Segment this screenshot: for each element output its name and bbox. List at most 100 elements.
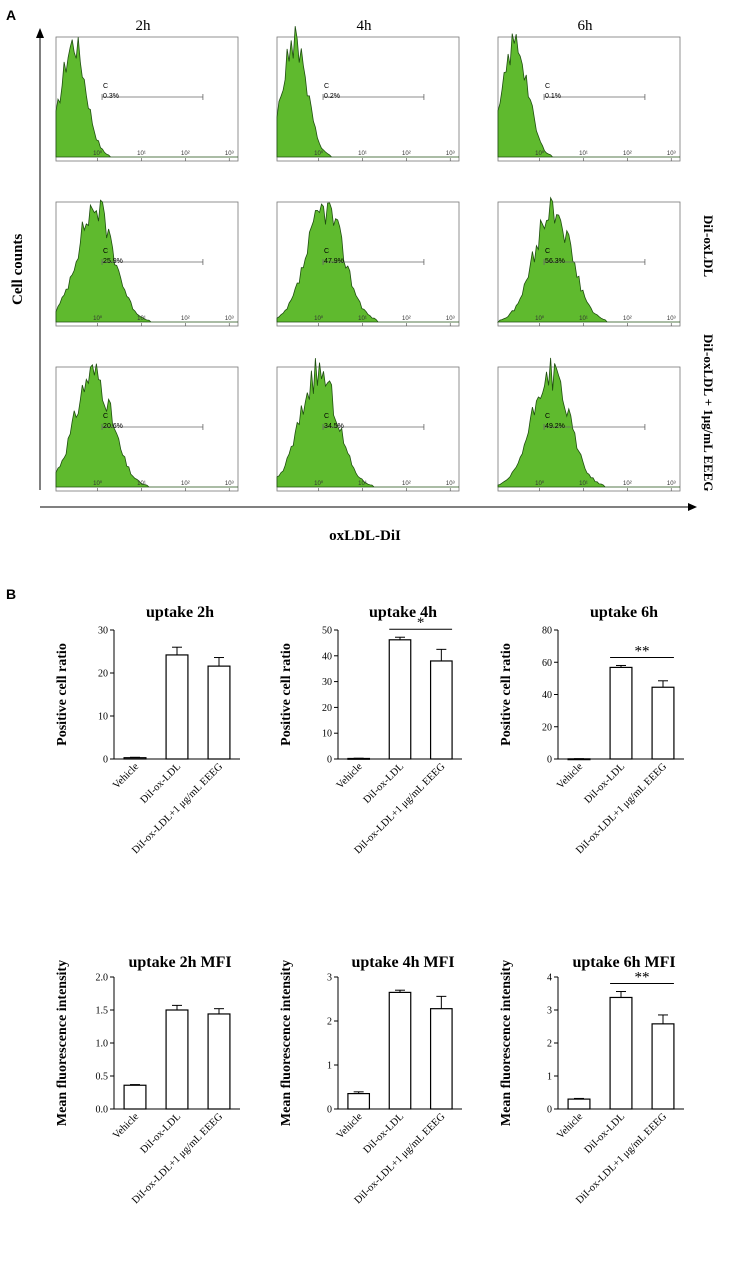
panel-b-label: B xyxy=(6,586,16,602)
y-axis-label: Positive cell ratio xyxy=(499,643,514,746)
category-label: DiI-ox-LDL+1 μg/mL EEEG xyxy=(130,761,225,856)
y-tick-label: 20 xyxy=(98,669,108,680)
y-axis-label: Positive cell ratio xyxy=(55,643,70,746)
gate-percent: 25.9% xyxy=(103,258,123,265)
chart-title: uptake 2h xyxy=(146,604,214,621)
log-tick-label: 10³ xyxy=(225,151,234,157)
histogram-r2-c2: 10⁰ 10¹ 10² 10³ C 47.9% xyxy=(276,201,460,327)
log-tick-label: 10³ xyxy=(667,151,676,157)
y-tick-label: 60 xyxy=(542,658,552,669)
chart-title: uptake 6h MFI xyxy=(572,954,675,971)
log-tick-label: 10⁰ xyxy=(93,315,103,322)
y-axis-label: Mean fluorescence intensity xyxy=(279,960,294,1126)
bar xyxy=(651,686,675,760)
log-tick-label: 10² xyxy=(623,151,632,157)
bar xyxy=(123,1084,147,1110)
gate-percent: 20.6% xyxy=(103,423,123,430)
category-label: DiI-ox-LDL xyxy=(362,761,406,805)
y-axis-label: Mean fluorescence intensity xyxy=(55,960,70,1126)
y-tick-label: 20 xyxy=(542,722,552,733)
histogram-r1-c3: 10⁰ 10¹ 10² 10³ C 0.1% xyxy=(497,33,681,162)
time-labels: 2h 4h 6h xyxy=(136,18,594,34)
log-tick-label: 10¹ xyxy=(358,481,367,487)
log-tick-label: 10² xyxy=(181,481,190,487)
histogram-fill xyxy=(55,363,238,488)
log-tick-label: 10¹ xyxy=(579,481,588,487)
category-label: DiI-ox-LDL+1 μg/mL EEEG xyxy=(574,761,669,856)
log-tick-label: 10⁰ xyxy=(314,315,324,322)
bar-chart-6: uptake 6h MFI Mean fluorescence intensity… xyxy=(499,954,684,1206)
histogram-fill xyxy=(55,37,238,158)
gate-percent: 0.3% xyxy=(103,93,119,100)
bar xyxy=(347,1092,371,1110)
category-label: DiI-ox-LDL xyxy=(139,1111,183,1155)
bar-chart-1: uptake 2h Positive cell ratio 0 10 20 30 Vehic… xyxy=(55,604,240,856)
y-tick-label: 0 xyxy=(547,755,552,766)
row-label-dil-oxldl: DiI-oxLDL xyxy=(701,215,716,277)
log-tick-label: 10² xyxy=(623,316,632,322)
y-tick-label: 0 xyxy=(327,1105,332,1116)
y-tick-label: 4 xyxy=(547,973,552,984)
y-axis-label: Positive cell ratio xyxy=(279,643,294,746)
y-tick-label: 1.5 xyxy=(96,1006,109,1017)
log-tick-label: 10⁰ xyxy=(535,480,545,487)
bar xyxy=(207,665,231,760)
log-tick-label: 10⁰ xyxy=(535,315,545,322)
log-tick-label: 10³ xyxy=(225,481,234,487)
category-label: DiI-ox-LDL+1 μg/mL EEEG xyxy=(130,1111,225,1206)
log-tick-label: 10² xyxy=(402,316,411,322)
histogram-fill xyxy=(276,26,459,158)
log-tick-label: 10¹ xyxy=(137,481,146,487)
log-tick-label: 10¹ xyxy=(358,316,367,322)
category-label: DiI-ox-LDL xyxy=(583,761,627,805)
bar xyxy=(429,1008,453,1110)
log-tick-label: 10² xyxy=(181,316,190,322)
flow-y-arrow xyxy=(36,28,44,38)
y-tick-label: 0.5 xyxy=(96,1072,109,1083)
log-tick-label: 10² xyxy=(402,151,411,157)
gate-percent: 34.5% xyxy=(324,423,344,430)
histogram-fill xyxy=(497,33,680,158)
category-label: Vehicle xyxy=(555,761,585,791)
bar xyxy=(609,996,633,1110)
chart-title: uptake 6h xyxy=(590,604,658,621)
histogram-fill xyxy=(496,196,680,323)
category-label: DiI-ox-LDL+1 μg/mL EEEG xyxy=(353,1111,448,1206)
gate-percent: 56.3% xyxy=(545,258,565,265)
bar xyxy=(429,660,453,760)
histogram-r3-c2: 10⁰ 10¹ 10² 10³ C 34.5% xyxy=(276,358,460,492)
chart-title: uptake 2h MFI xyxy=(128,954,231,971)
log-tick-label: 10¹ xyxy=(137,316,146,322)
y-tick-label: 1 xyxy=(547,1072,552,1083)
y-tick-label: 0 xyxy=(327,755,332,766)
significance-mark: ** xyxy=(635,643,650,659)
log-tick-label: 10¹ xyxy=(358,151,367,157)
time-label-4h: 4h xyxy=(357,18,373,34)
log-tick-label: 10⁰ xyxy=(314,150,324,157)
y-tick-label: 10 xyxy=(98,712,108,723)
significance-mark: ** xyxy=(635,970,650,986)
gate-letter: C xyxy=(545,413,550,420)
gate-letter: C xyxy=(103,248,108,255)
y-tick-label: 2 xyxy=(327,1017,332,1028)
gate-percent: 47.9% xyxy=(324,258,344,265)
bar xyxy=(567,1098,591,1110)
histogram-r3-c1: 10⁰ 10¹ 10² 10³ C 20.6% xyxy=(55,363,239,492)
bar xyxy=(651,1023,675,1110)
chart-title: uptake 4h MFI xyxy=(351,954,454,971)
category-label: Vehicle xyxy=(555,1111,585,1141)
log-tick-label: 10³ xyxy=(225,316,234,322)
histogram-r2-c3: 10⁰ 10¹ 10² 10³ C 56.3% xyxy=(496,196,681,327)
bar xyxy=(388,991,412,1110)
category-label: DiI-ox-LDL xyxy=(362,1111,406,1155)
category-label: DiI-ox-LDL+1 μg/mL EEEG xyxy=(353,761,448,856)
gate-letter: C xyxy=(324,83,329,90)
gate-letter: C xyxy=(324,248,329,255)
y-tick-label: 40 xyxy=(542,690,552,701)
gate-letter: C xyxy=(103,413,108,420)
flow-x-label: oxLDL-DiI xyxy=(329,528,401,544)
time-label-2h: 2h xyxy=(136,18,152,34)
log-tick-label: 10² xyxy=(402,481,411,487)
